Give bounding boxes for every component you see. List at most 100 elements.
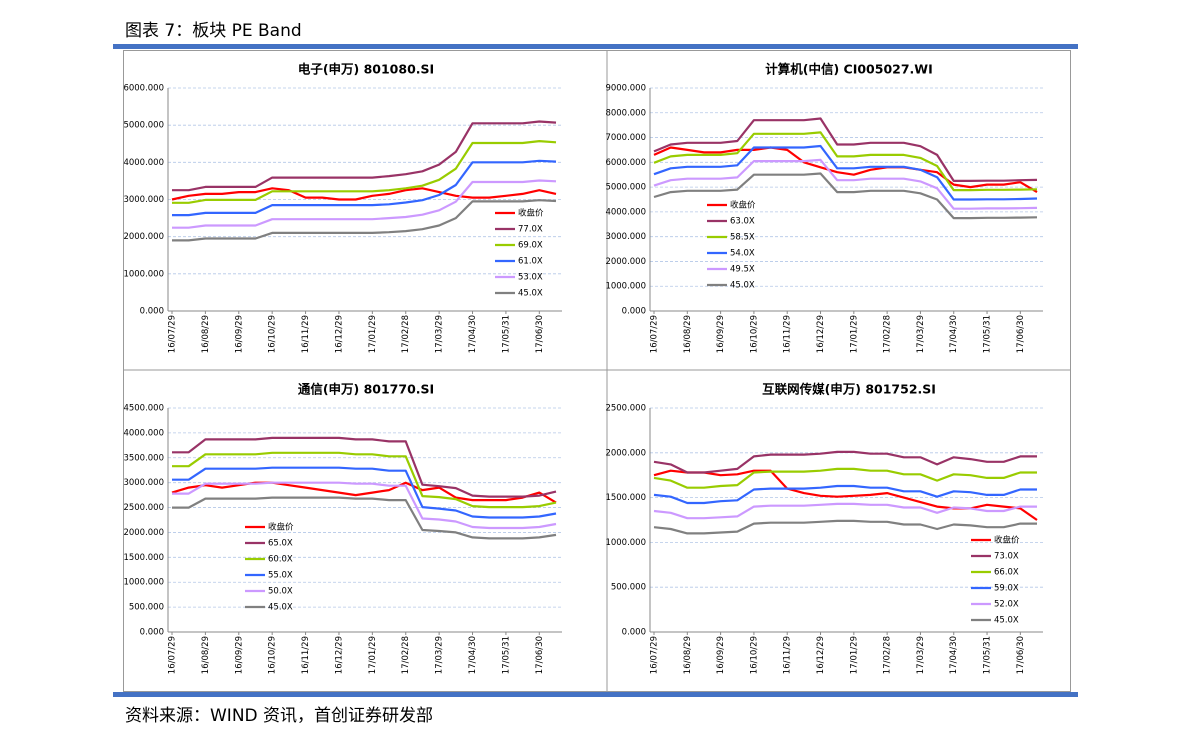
x-tick-label: 16/07/29 xyxy=(168,315,178,353)
x-tick-label: 16/10/29 xyxy=(268,636,278,674)
x-tick-label: 17/01/29 xyxy=(368,636,378,674)
x-tick-label: 16/07/29 xyxy=(168,636,178,674)
x-tick-label: 17/04/30 xyxy=(949,636,959,674)
y-tick-label: 1500.000 xyxy=(605,493,646,503)
y-tick-label: 0.000 xyxy=(140,307,164,317)
legend-label: 收盘价 xyxy=(268,522,294,533)
legend-label: 收盘价 xyxy=(730,200,756,211)
y-tick-label: 2000.000 xyxy=(123,528,164,538)
legend-label: 73.0X xyxy=(994,552,1019,562)
x-tick-label: 17/05/31 xyxy=(983,636,993,674)
legend-label: 61.0X xyxy=(518,257,543,267)
x-tick-label: 16/12/29 xyxy=(816,315,826,353)
series-line xyxy=(653,502,1037,520)
x-tick-label: 16/11/29 xyxy=(301,636,311,674)
y-tick-label: 3000.000 xyxy=(123,478,164,488)
series-line xyxy=(172,436,557,498)
x-tick-label: 16/10/29 xyxy=(749,636,759,674)
x-tick-label: 17/04/30 xyxy=(949,315,959,353)
legend-label: 53.0X xyxy=(518,273,543,283)
x-tick-label: 16/09/29 xyxy=(716,636,726,674)
series-line xyxy=(172,179,557,229)
x-tick-label: 17/01/29 xyxy=(849,315,859,353)
legend-label: 45.0X xyxy=(730,281,755,291)
top-rule xyxy=(113,44,1078,49)
series-line xyxy=(172,199,557,242)
x-tick-label: 16/09/29 xyxy=(234,315,244,353)
x-tick-label: 16/07/29 xyxy=(650,315,660,353)
x-tick-label: 17/03/29 xyxy=(916,315,926,353)
x-tick-label: 16/12/29 xyxy=(334,315,344,353)
x-tick-label: 16/09/29 xyxy=(716,315,726,353)
chart-title: 互联网传媒(申万) 801752.SI xyxy=(762,382,936,397)
y-tick-label: 500.000 xyxy=(611,583,646,593)
x-tick-label: 17/03/29 xyxy=(435,636,445,674)
series-line xyxy=(172,496,557,540)
legend-label: 45.0X xyxy=(268,603,293,613)
legend-label: 63.0X xyxy=(730,217,755,227)
y-tick-label: 9000.000 xyxy=(605,84,646,94)
x-tick-label: 16/12/29 xyxy=(334,636,344,674)
legend-label: 45.0X xyxy=(994,616,1019,626)
y-tick-label: 1000.000 xyxy=(123,269,164,279)
series-line xyxy=(653,144,1038,201)
y-tick-label: 500.000 xyxy=(129,603,164,613)
y-tick-label: 2500.000 xyxy=(605,404,646,414)
series-line xyxy=(653,519,1037,535)
y-tick-label: 2500.000 xyxy=(123,503,164,513)
x-tick-label: 16/07/29 xyxy=(650,636,660,674)
y-tick-label: 0.000 xyxy=(140,628,164,638)
y-tick-label: 6000.000 xyxy=(605,158,646,168)
x-tick-label: 17/06/30 xyxy=(1016,636,1026,674)
y-tick-label: 0.000 xyxy=(622,307,646,317)
chart-title: 电子(申万) 801080.SI xyxy=(298,62,434,77)
y-tick-label: 1000.000 xyxy=(605,538,646,548)
legend-label: 45.0X xyxy=(518,289,543,299)
source-note: 资料来源：WIND 资讯，首创证券研发部 xyxy=(125,706,433,726)
legend-label: 54.0X xyxy=(730,249,755,259)
series-line xyxy=(653,146,1038,194)
bottom-rule xyxy=(113,692,1078,697)
y-tick-label: 3000.000 xyxy=(605,232,646,242)
legend-label: 55.0X xyxy=(268,571,293,581)
x-tick-label: 16/11/29 xyxy=(301,315,311,353)
y-tick-label: 2000.000 xyxy=(123,232,164,242)
y-tick-label: 4000.000 xyxy=(123,158,164,168)
series-line xyxy=(653,484,1037,505)
x-tick-label: 17/01/29 xyxy=(368,315,378,353)
x-tick-label: 17/01/29 xyxy=(849,636,859,674)
legend-label: 77.0X xyxy=(518,225,543,235)
legend-label: 50.0X xyxy=(268,587,293,597)
y-tick-label: 1000.000 xyxy=(123,578,164,588)
x-tick-label: 16/10/29 xyxy=(749,315,759,353)
x-tick-label: 17/03/29 xyxy=(435,315,445,353)
legend-label: 58.5X xyxy=(730,233,755,243)
legend-label: 收盘价 xyxy=(994,535,1020,546)
series-line xyxy=(172,466,557,519)
series-line xyxy=(653,450,1037,474)
legend-label: 60.0X xyxy=(268,555,293,565)
x-tick-label: 17/05/31 xyxy=(983,315,993,353)
series-line xyxy=(653,172,1038,220)
series-line xyxy=(171,481,557,504)
y-tick-label: 0.000 xyxy=(622,628,646,638)
y-tick-label: 8000.000 xyxy=(605,108,646,118)
series-line xyxy=(653,158,1038,210)
y-tick-label: 1500.000 xyxy=(123,553,164,563)
series-line xyxy=(171,187,557,201)
x-tick-label: 17/06/30 xyxy=(1016,315,1026,353)
y-tick-label: 4000.000 xyxy=(605,207,646,217)
x-tick-label: 16/08/29 xyxy=(683,315,693,353)
legend-label: 66.0X xyxy=(994,568,1019,578)
y-tick-label: 7000.000 xyxy=(605,133,646,143)
series-line xyxy=(172,159,557,217)
y-tick-label: 5000.000 xyxy=(123,121,164,131)
x-tick-label: 16/12/29 xyxy=(816,636,826,674)
x-tick-label: 17/04/30 xyxy=(468,315,478,353)
x-tick-label: 17/06/30 xyxy=(535,636,545,674)
chart-title: 计算机(中信) CI005027.WI xyxy=(765,62,932,77)
series-line xyxy=(172,451,557,509)
legend-label: 59.0X xyxy=(994,584,1019,594)
series-line xyxy=(172,140,557,204)
